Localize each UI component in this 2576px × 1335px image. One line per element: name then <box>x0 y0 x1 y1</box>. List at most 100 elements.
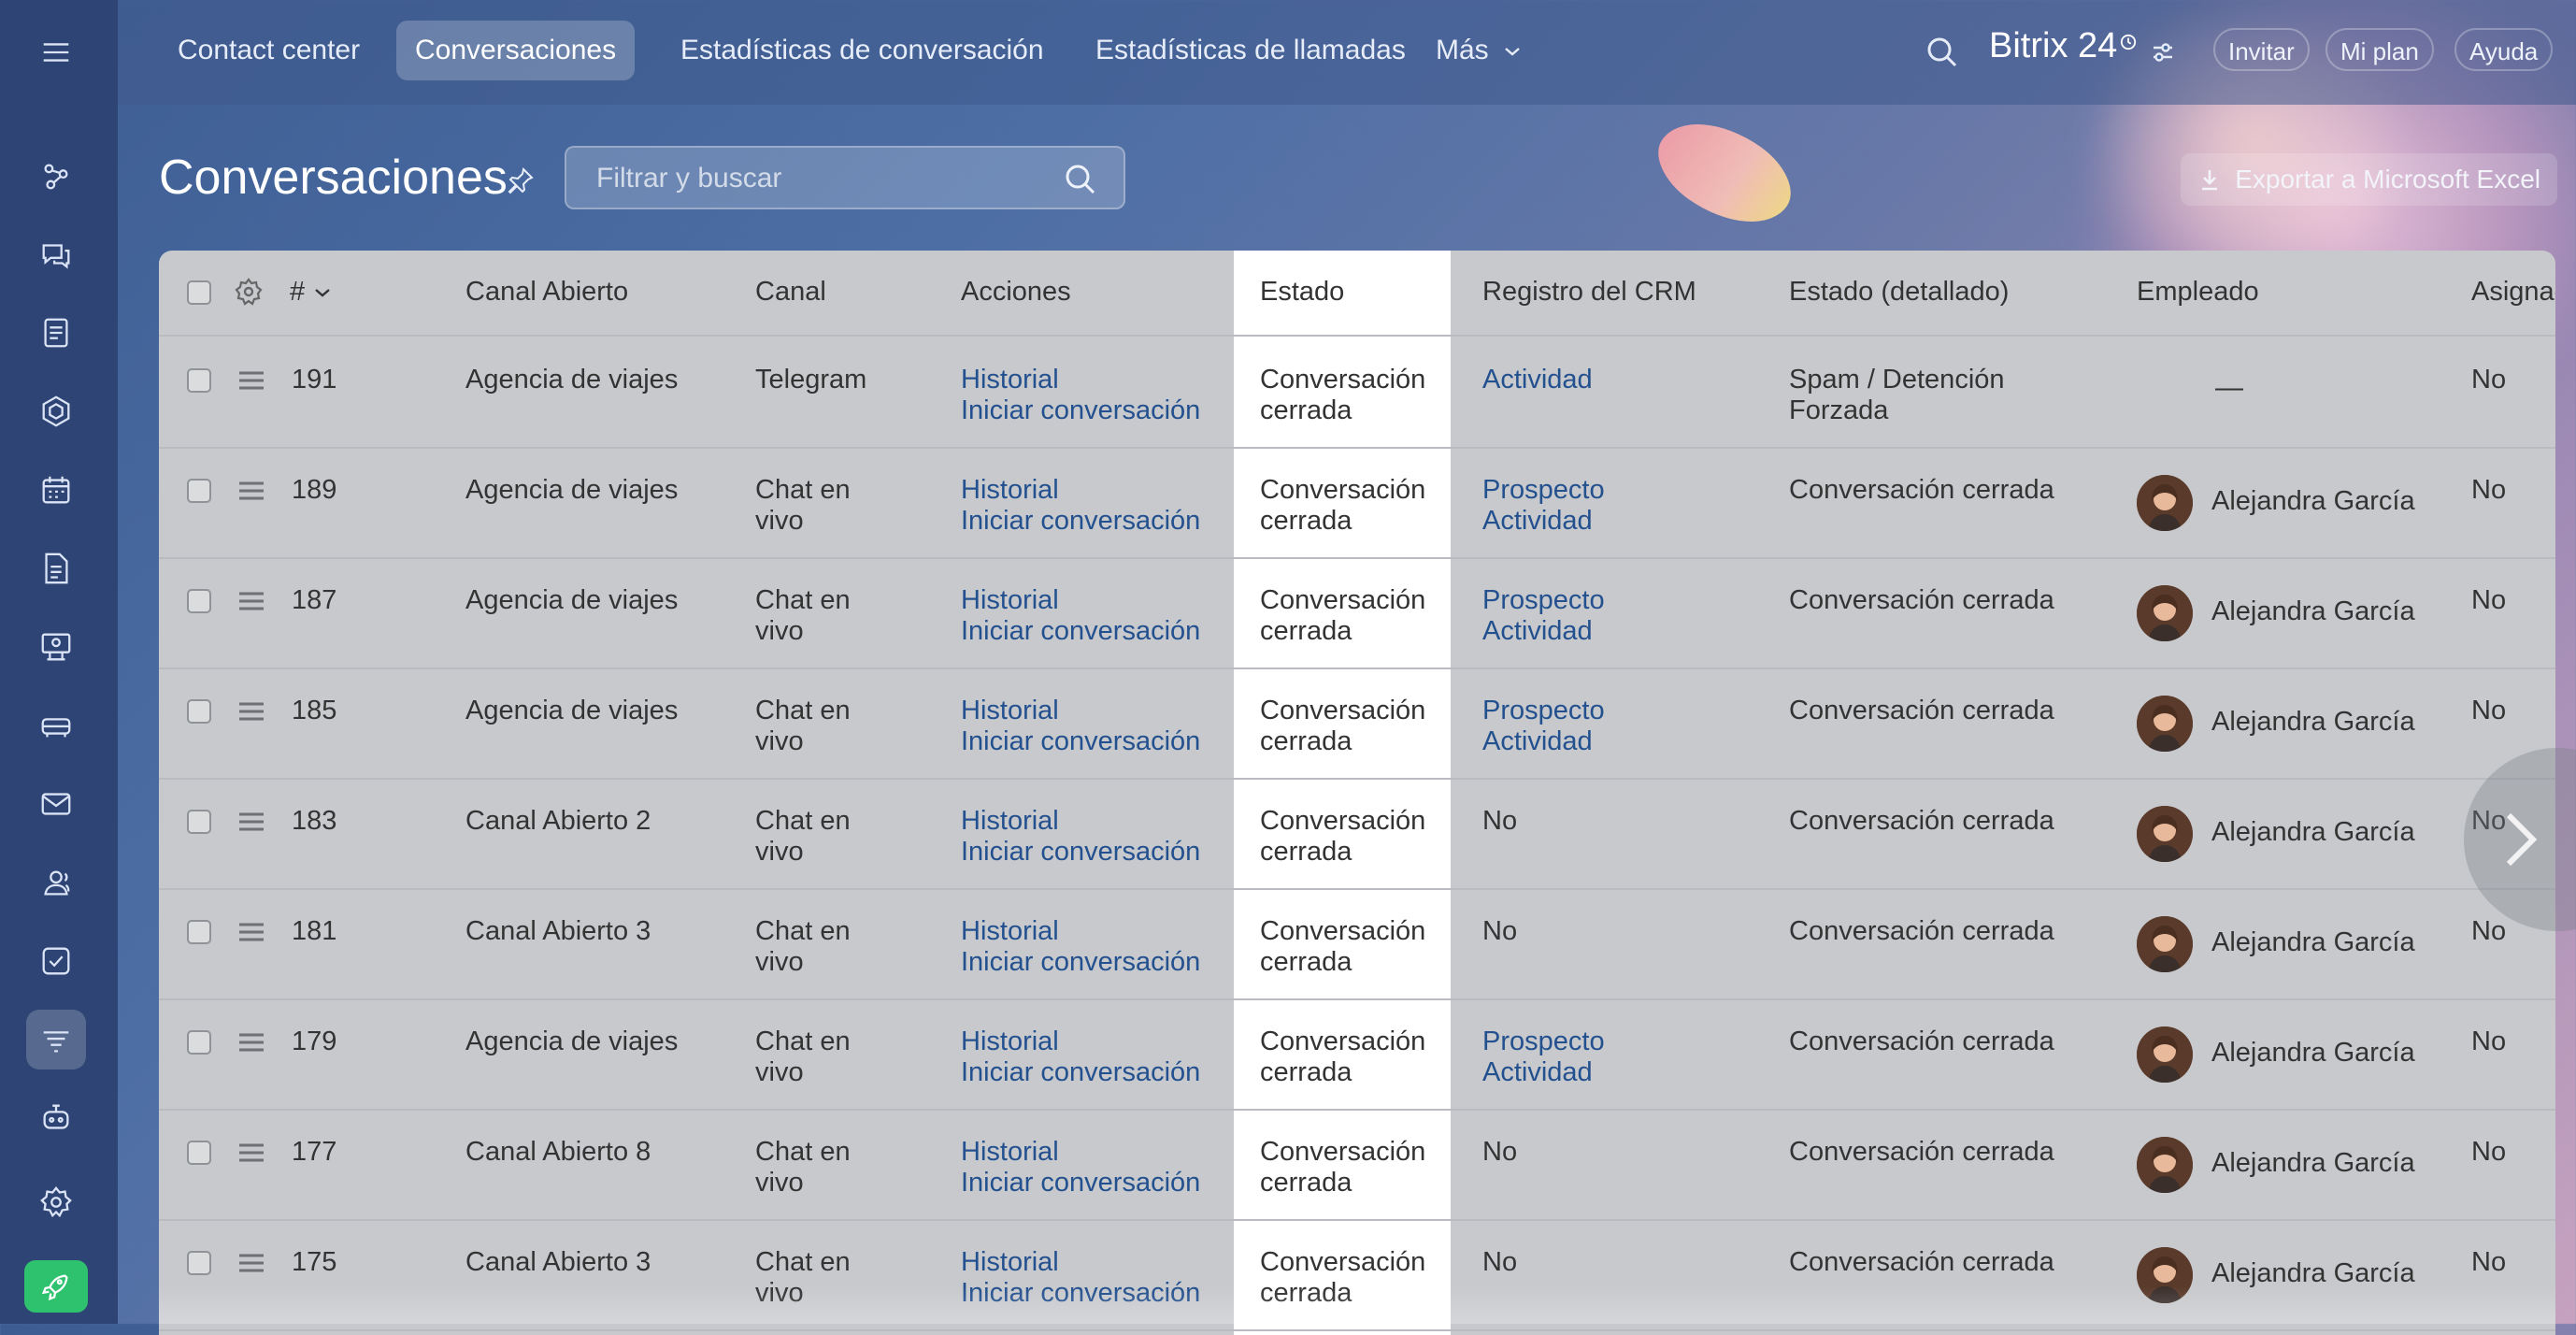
employee-name[interactable]: Alejandra García <box>2211 596 2415 626</box>
row-menu-icon[interactable] <box>237 701 265 722</box>
row-checkbox[interactable] <box>187 920 211 944</box>
crm-link[interactable]: Prospecto <box>1482 1026 1605 1056</box>
avatar[interactable] <box>2137 1026 2193 1083</box>
historial-link[interactable]: Historial <box>961 1137 1059 1167</box>
iniciar-conversacion-link[interactable]: Iniciar conversación <box>961 1057 1201 1087</box>
table-row[interactable]: 187 Agencia de viajes Chat en vivo Historia… <box>159 557 2555 669</box>
avatar[interactable] <box>2137 585 2193 641</box>
iniciar-conversacion-link[interactable]: Iniciar conversación <box>961 837 1201 867</box>
employee-name[interactable]: Alejandra García <box>2211 707 2415 737</box>
column-header-empleado[interactable]: Empleado <box>2137 277 2259 307</box>
tasks-icon[interactable] <box>26 303 86 363</box>
filter-search-box[interactable] <box>565 146 1125 209</box>
employee-name[interactable]: Alejandra García <box>2211 486 2415 516</box>
crm-link[interactable]: Prospecto <box>1482 696 1605 725</box>
table-row[interactable]: 185 Agencia de viajes Chat en vivo Historia… <box>159 668 2555 780</box>
copilot-icon[interactable] <box>26 1088 86 1148</box>
avatar[interactable] <box>2137 1137 2193 1193</box>
column-header-acciones[interactable]: Acciones <box>961 277 1071 307</box>
sliders-icon[interactable] <box>2150 39 2176 65</box>
help-button[interactable]: Ayuda <box>2454 28 2554 71</box>
chat-icon[interactable] <box>26 224 86 284</box>
historial-link[interactable]: Historial <box>961 475 1059 505</box>
my-plan-button[interactable]: Mi plan <box>2326 28 2434 71</box>
mail-icon[interactable] <box>26 774 86 834</box>
employee-name[interactable]: Alejandra García <box>2211 927 2415 957</box>
column-header-crm[interactable]: Registro del CRM <box>1482 277 1696 307</box>
nav-conversaciones[interactable]: Conversaciones <box>396 21 636 80</box>
iniciar-conversacion-link[interactable]: Iniciar conversación <box>961 1168 1201 1198</box>
filter-search-input[interactable] <box>594 148 1047 209</box>
iniciar-conversacion-link[interactable]: Iniciar conversación <box>961 1278 1200 1309</box>
export-excel-button[interactable]: Exportar a Microsoft Excel <box>2181 153 2557 206</box>
menu-icon[interactable] <box>26 22 86 82</box>
historial-link[interactable]: Historial <box>961 1026 1059 1056</box>
nav-estadisticas-llamadas[interactable]: Estadísticas de llamadas <box>1095 35 1406 65</box>
table-row[interactable]: 183 Canal Abierto 2 Chat en vivo Historial I… <box>159 778 2555 890</box>
nav-estadisticas-conversacion[interactable]: Estadísticas de conversación <box>680 35 1044 65</box>
search-icon[interactable] <box>1062 161 1099 198</box>
table-row[interactable]: 181 Canal Abierto 3 Chat en vivo Historial I… <box>159 888 2555 1000</box>
row-checkbox[interactable] <box>187 368 211 393</box>
crm-activity-link[interactable]: Actividad <box>1482 726 1593 756</box>
historial-link[interactable]: Historial <box>961 916 1059 946</box>
crm-activity-link[interactable]: Actividad <box>1482 1057 1593 1087</box>
row-menu-icon[interactable] <box>237 922 265 942</box>
row-menu-icon[interactable] <box>237 370 265 391</box>
contacts-icon[interactable] <box>26 853 86 912</box>
column-header-canal[interactable]: Canal <box>755 277 826 307</box>
pin-icon[interactable] <box>505 165 537 196</box>
calendar-icon[interactable] <box>26 460 86 520</box>
employee-name[interactable]: Alejandra García <box>2211 1148 2415 1178</box>
column-header-asignado[interactable]: Asignado <box>2471 277 2555 307</box>
training-icon[interactable] <box>26 617 86 677</box>
row-menu-icon[interactable] <box>237 1253 265 1273</box>
row-menu-icon[interactable] <box>237 1142 265 1163</box>
row-menu-icon[interactable] <box>237 811 265 832</box>
table-row[interactable]: 189 Agencia de viajes Chat en vivo Historia… <box>159 447 2555 559</box>
crm-link[interactable]: Prospecto <box>1482 475 1605 505</box>
iniciar-conversacion-link[interactable]: Iniciar conversación <box>961 947 1201 977</box>
row-checkbox[interactable] <box>187 699 211 724</box>
nav-mas[interactable]: Más <box>1417 21 1539 80</box>
row-menu-icon[interactable] <box>237 1032 265 1053</box>
search-icon[interactable] <box>1924 34 1961 71</box>
rocket-icon[interactable] <box>24 1260 88 1313</box>
historial-link[interactable]: Historial <box>961 365 1059 395</box>
avatar[interactable] <box>2137 696 2193 752</box>
row-checkbox[interactable] <box>187 810 211 834</box>
avatar[interactable] <box>2137 806 2193 862</box>
invite-button[interactable]: Invitar <box>2213 28 2310 71</box>
documents-icon[interactable] <box>26 538 86 598</box>
crm-link[interactable]: Prospecto <box>1482 585 1605 615</box>
avatar[interactable] <box>2137 475 2193 531</box>
contact-center-icon[interactable] <box>26 1010 86 1069</box>
iniciar-conversacion-link[interactable]: Iniciar conversación <box>961 726 1201 756</box>
table-row[interactable]: 191 Agencia de viajes Telegram Historial Ini… <box>159 337 2555 449</box>
sites-icon[interactable] <box>26 381 86 441</box>
nav-contact-center[interactable]: Contact center <box>178 35 361 65</box>
select-all-checkbox[interactable] <box>187 280 211 305</box>
row-checkbox[interactable] <box>187 479 211 503</box>
row-checkbox[interactable] <box>187 1251 211 1275</box>
row-checkbox[interactable] <box>187 1030 211 1055</box>
column-header-canal-abierto[interactable]: Canal Abierto <box>465 277 629 307</box>
historial-link[interactable]: Historial <box>961 1247 1059 1277</box>
avatar[interactable] <box>2137 916 2193 972</box>
settings-icon[interactable] <box>26 1172 86 1232</box>
historial-link[interactable]: Historial <box>961 585 1059 615</box>
iniciar-conversacion-link[interactable]: Iniciar conversación <box>961 506 1201 536</box>
column-header-estado-detallado[interactable]: Estado (detallado) <box>1789 277 2010 307</box>
row-checkbox[interactable] <box>187 589 211 613</box>
booking-icon[interactable] <box>26 696 86 755</box>
iniciar-conversacion-link[interactable]: Iniciar conversación <box>961 395 1201 425</box>
employee-name[interactable]: Alejandra García <box>2211 817 2415 847</box>
employee-name[interactable]: Alejandra García <box>2211 1258 2415 1288</box>
historial-link[interactable]: Historial <box>961 806 1059 836</box>
crm-link[interactable]: Actividad <box>1482 365 1593 395</box>
table-row[interactable]: 177 Canal Abierto 8 Chat en vivo Historial I… <box>159 1109 2555 1221</box>
column-header-estado[interactable]: Estado <box>1260 277 1345 307</box>
row-menu-icon[interactable] <box>237 481 265 501</box>
crm-activity-link[interactable]: Actividad <box>1482 506 1593 536</box>
table-row[interactable]: 175 Canal Abierto 3 Chat en vivo HistorialI… <box>159 1219 2555 1331</box>
